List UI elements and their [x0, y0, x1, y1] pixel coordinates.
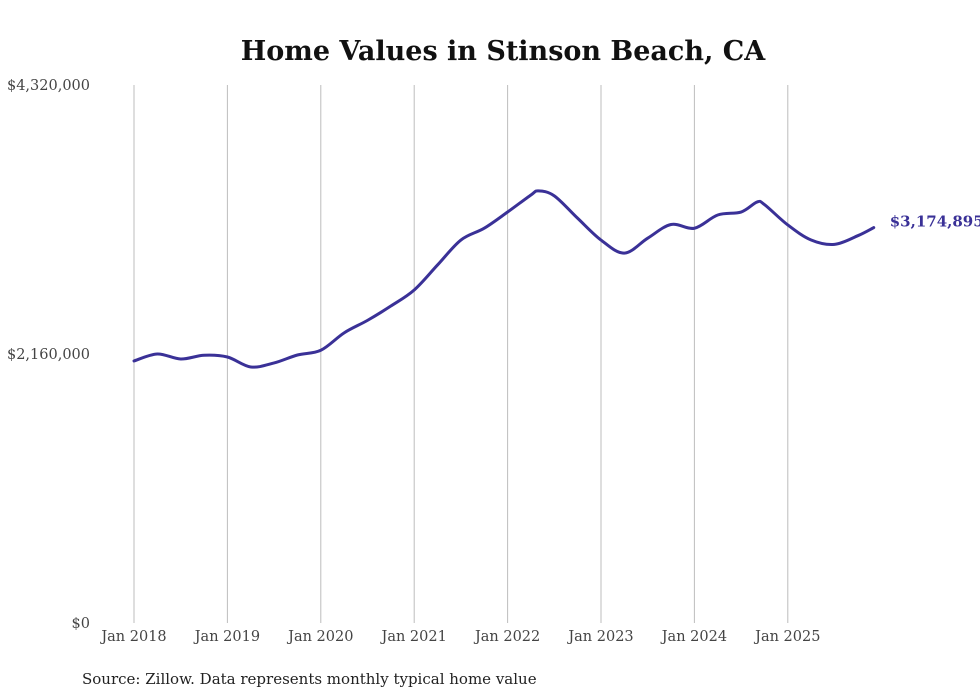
x-tick-label: Jan 2019 [193, 629, 260, 645]
data-point [833, 243, 836, 246]
end-value-label: $3,174,895 [890, 213, 980, 231]
series-group [132, 189, 876, 369]
x-tick-label: Jan 2018 [99, 629, 166, 645]
data-point [226, 355, 229, 358]
data-point [553, 194, 556, 197]
x-tick-label: Jan 2025 [753, 629, 820, 645]
data-point [810, 239, 813, 242]
x-tick-label: Jan 2020 [286, 629, 353, 645]
data-point [343, 331, 346, 334]
data-point [366, 319, 369, 322]
data-point [296, 353, 299, 356]
data-point [319, 349, 322, 352]
data-point [249, 365, 252, 368]
y-axis: $0 $2,160,000 $4,320,000 [7, 78, 90, 632]
x-tick-label: Jan 2021 [380, 629, 447, 645]
chart-title: Home Values in Stinson Beach, CA [241, 36, 767, 67]
data-point [670, 223, 673, 226]
data-point [389, 305, 392, 308]
x-tick-label: Jan 2024 [660, 629, 727, 645]
data-point [459, 239, 462, 242]
data-point [623, 252, 626, 255]
data-point [576, 217, 579, 220]
x-tick-label: Jan 2022 [473, 629, 540, 645]
data-point [273, 361, 276, 364]
data-point [413, 288, 416, 291]
y-tick-label: $2,160,000 [7, 347, 90, 363]
data-point [537, 189, 540, 192]
data-point [872, 226, 875, 229]
x-tick-label: Jan 2023 [566, 629, 633, 645]
grid-lines [133, 85, 789, 623]
data-point [529, 193, 532, 196]
data-point [646, 237, 649, 240]
data-point [763, 203, 766, 206]
data-point [156, 353, 159, 356]
data-point [600, 239, 603, 242]
data-point [483, 227, 486, 230]
data-point [856, 234, 859, 237]
data-point [203, 354, 206, 357]
data-point [436, 263, 439, 266]
data-point [133, 359, 136, 362]
y-tick-label: $4,320,000 [7, 78, 90, 94]
y-tick-label: $0 [72, 616, 90, 632]
data-point [716, 214, 719, 217]
data-point [755, 201, 758, 204]
x-axis: Jan 2018 Jan 2019 Jan 2020 Jan 2021 Jan 2022… [99, 629, 820, 645]
data-point [740, 211, 743, 214]
data-point [179, 357, 182, 360]
source-note: Source: Zillow. Data represents monthly … [82, 670, 537, 688]
series-line [132, 189, 876, 369]
data-point [506, 211, 509, 214]
data-point [786, 223, 789, 226]
data-point [693, 227, 696, 230]
